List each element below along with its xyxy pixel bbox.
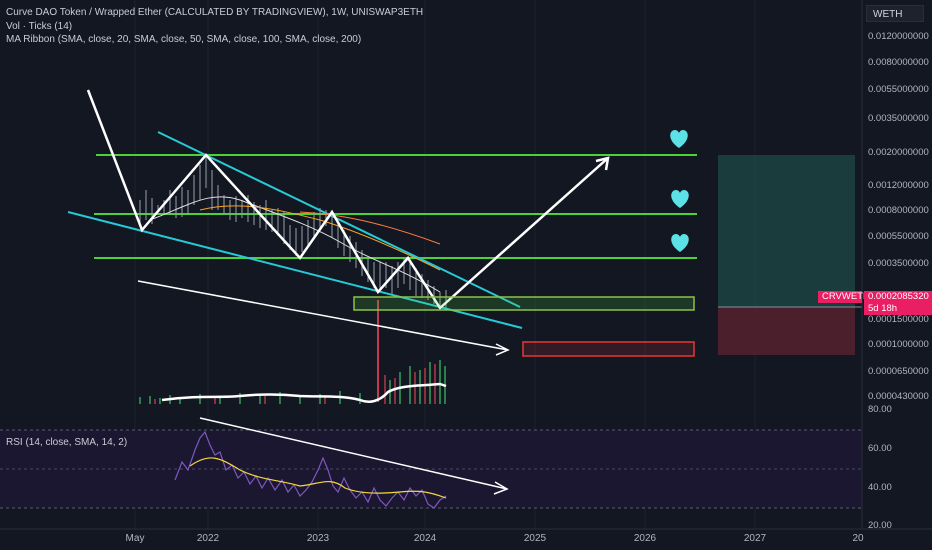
time-tick: 2025 xyxy=(523,533,547,544)
price-tick: 0.0000650000 xyxy=(868,366,929,377)
horizontal-levels[interactable] xyxy=(94,154,697,259)
price-candles[interactable] xyxy=(139,155,447,402)
rsi-divergence-arrow[interactable] xyxy=(199,417,509,495)
price-tick: 0.0005500000 xyxy=(868,231,929,242)
target-box-red[interactable] xyxy=(522,341,695,357)
legend-ma-ribbon[interactable]: MA Ribbon (SMA, close, 20, SMA, close, 5… xyxy=(6,34,362,45)
rsi-line xyxy=(174,430,447,509)
currency-selector[interactable]: WETH xyxy=(866,5,924,22)
current-price-tag: 0.0002085320 5d 18h xyxy=(864,291,932,315)
rsi-signal xyxy=(189,457,447,499)
current-price: 0.0002085320 xyxy=(868,291,929,302)
price-tick: 0.0020000000 xyxy=(868,147,929,158)
rsi-tick: 80.00 xyxy=(868,404,892,415)
position-target-zone[interactable] xyxy=(718,155,855,307)
price-tick: 0.0000430000 xyxy=(868,391,929,402)
time-tick: 2026 xyxy=(633,533,657,544)
heart-icon xyxy=(670,130,688,148)
rsi-tick: 60.00 xyxy=(868,443,892,454)
bar-countdown: 5d 18h xyxy=(868,303,898,314)
price-axis-bg xyxy=(862,0,932,550)
legend-volume[interactable]: Vol · Ticks (14) xyxy=(6,20,73,32)
support-zone[interactable] xyxy=(353,296,695,311)
price-tick: 0.0080000000 xyxy=(868,57,929,68)
position-stop-zone[interactable] xyxy=(718,307,855,355)
time-tick: May xyxy=(125,533,145,544)
heart-icon xyxy=(671,234,689,252)
time-tick: 2022 xyxy=(196,533,220,544)
price-tick: 0.0012000000 xyxy=(868,180,929,191)
price-tick: 0.0055000000 xyxy=(868,84,929,95)
chart-legend: Curve DAO Token / Wrapped Ether (CALCULA… xyxy=(6,6,423,47)
ma-ribbon xyxy=(149,196,441,293)
rsi-tick: 40.00 xyxy=(868,482,892,493)
projection-path[interactable] xyxy=(86,89,610,356)
grid xyxy=(134,0,756,530)
price-tick: 0.0001500000 xyxy=(868,314,929,325)
price-tick: 0.0003500000 xyxy=(868,258,929,269)
price-tick: 0.0001000000 xyxy=(868,339,929,350)
price-tick: 0.0008000000 xyxy=(868,205,929,216)
rsi-legend[interactable]: RSI (14, close, SMA, 14, 2) xyxy=(6,437,128,448)
price-tick: 0.0035000000 xyxy=(868,113,929,124)
time-tick: 2027 xyxy=(743,533,767,544)
symbol-price-tag: CRVWETH xyxy=(818,291,870,303)
time-tick: 20 xyxy=(852,533,864,544)
volume-bars xyxy=(139,360,447,404)
time-tick: 2023 xyxy=(306,533,330,544)
price-tick: 0.0120000000 xyxy=(868,31,929,42)
rsi-tick: 20.00 xyxy=(868,520,892,531)
time-tick: 2024 xyxy=(413,533,437,544)
rsi-band xyxy=(0,430,862,508)
heart-icon xyxy=(671,190,689,208)
falling-channel[interactable] xyxy=(67,131,523,329)
legend-title[interactable]: Curve DAO Token / Wrapped Ether (CALCULA… xyxy=(6,7,424,18)
